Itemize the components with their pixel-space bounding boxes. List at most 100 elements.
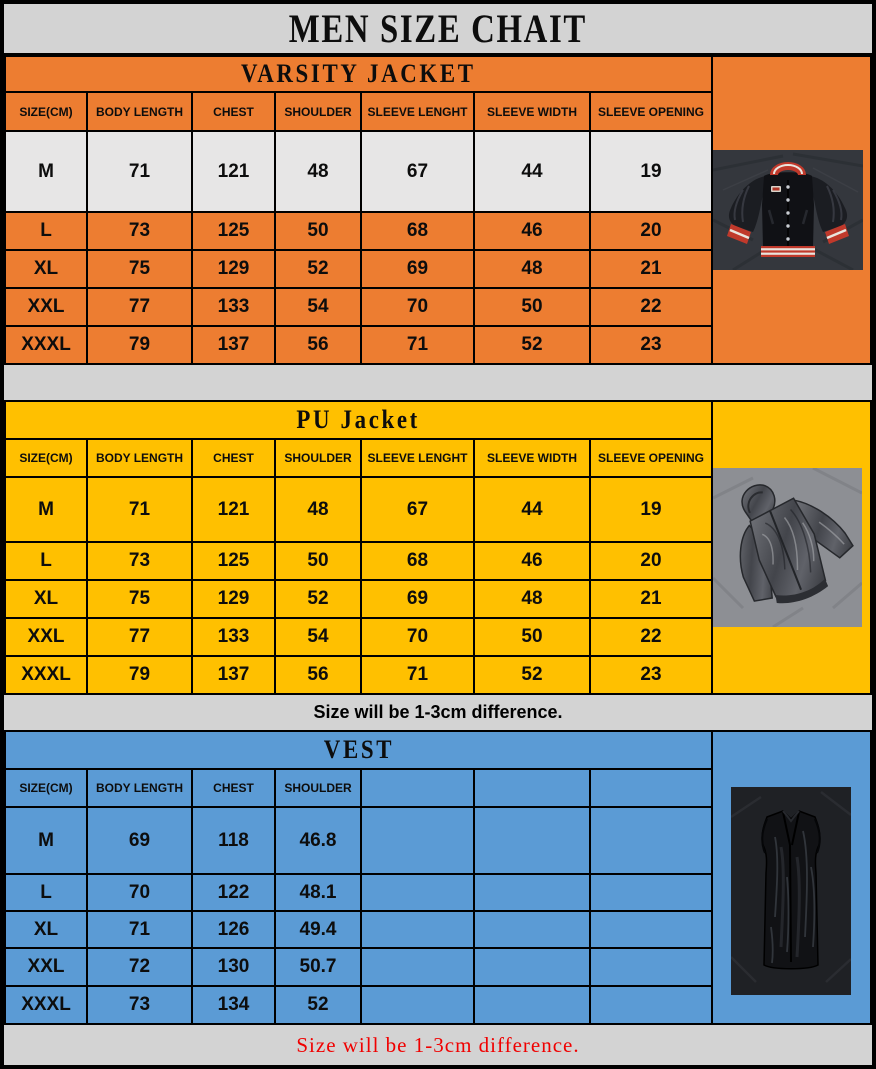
measurement-cell: 44 bbox=[475, 478, 589, 541]
column-header-sleeve-lenght: SLEEVE LENGHT bbox=[362, 93, 473, 130]
measurement-cell bbox=[362, 808, 473, 873]
measurement-cell: 23 bbox=[591, 657, 711, 693]
measurement-cell: 22 bbox=[591, 289, 711, 325]
measurement-cell: 49.4 bbox=[276, 912, 360, 947]
column-header-sleeve-width: SLEEVE WIDTH bbox=[475, 93, 589, 130]
measurement-cell: 52 bbox=[276, 987, 360, 1023]
measurement-cell: 71 bbox=[362, 327, 473, 363]
column-header-size-cm-: SIZE(CM) bbox=[6, 93, 86, 130]
measurement-cell: 48 bbox=[475, 581, 589, 617]
measurement-cell: 70 bbox=[362, 289, 473, 325]
measurement-cell: 52 bbox=[276, 251, 360, 287]
size-label: XL bbox=[6, 251, 86, 287]
size-label: XXXL bbox=[6, 657, 86, 693]
varsity-jacket-table: VARSITY JACKET bbox=[4, 55, 872, 365]
measurement-cell: 133 bbox=[193, 289, 274, 325]
size-label: XXXL bbox=[6, 327, 86, 363]
size-label: M bbox=[6, 132, 86, 211]
measurement-cell: 71 bbox=[88, 478, 191, 541]
column-header-shoulder: SHOULDER bbox=[276, 770, 360, 806]
measurement-cell: 22 bbox=[591, 619, 711, 655]
measurement-cell: 50 bbox=[276, 213, 360, 249]
measurement-cell: 50.7 bbox=[276, 949, 360, 985]
measurement-cell: 70 bbox=[88, 875, 191, 910]
measurement-cell: 126 bbox=[193, 912, 274, 947]
measurement-cell: 122 bbox=[193, 875, 274, 910]
measurement-cell bbox=[591, 808, 711, 873]
measurement-cell: 79 bbox=[88, 327, 191, 363]
vest-section: VEST SIZE(CM) BODY LENGTH CHEST SHOULDER M 69… bbox=[4, 730, 872, 1025]
varsity-jacket-photo bbox=[713, 57, 870, 363]
column-header-sleeve-opening: SLEEVE OPENING bbox=[591, 440, 711, 476]
column-header-shoulder: SHOULDER bbox=[276, 440, 360, 476]
measurement-cell: 48 bbox=[276, 478, 360, 541]
vest-photo bbox=[713, 732, 870, 1023]
column-header-empty bbox=[591, 770, 711, 806]
measurement-cell bbox=[591, 912, 711, 947]
measurement-cell: 69 bbox=[362, 251, 473, 287]
measurement-cell: 73 bbox=[88, 987, 191, 1023]
varsity-jacket-section: VARSITY JACKET bbox=[4, 55, 872, 365]
column-header-empty bbox=[362, 770, 473, 806]
measurement-cell: 56 bbox=[276, 657, 360, 693]
size-label: XXL bbox=[6, 289, 86, 325]
measurement-cell: 21 bbox=[591, 581, 711, 617]
measurement-cell: 50 bbox=[475, 619, 589, 655]
measurement-cell: 54 bbox=[276, 619, 360, 655]
column-header-body-length: BODY LENGTH bbox=[88, 440, 191, 476]
measurement-cell: 129 bbox=[193, 251, 274, 287]
measurement-cell: 69 bbox=[88, 808, 191, 873]
size-label: M bbox=[6, 808, 86, 873]
measurement-cell: 121 bbox=[193, 478, 274, 541]
size-label: L bbox=[6, 543, 86, 579]
measurement-cell: 52 bbox=[475, 657, 589, 693]
measurement-cell: 71 bbox=[88, 132, 191, 211]
measurement-cell: 73 bbox=[88, 543, 191, 579]
column-header-sleeve-lenght: SLEEVE LENGHT bbox=[362, 440, 473, 476]
column-header-body-length: BODY LENGTH bbox=[88, 93, 191, 130]
measurement-cell: 19 bbox=[591, 478, 711, 541]
section-title-pu-jacket: PU Jacket bbox=[6, 402, 711, 438]
size-label: L bbox=[6, 875, 86, 910]
column-header-body-length: BODY LENGTH bbox=[88, 770, 191, 806]
measurement-cell: 68 bbox=[362, 543, 473, 579]
varsity-jacket-photo-illustration bbox=[713, 150, 863, 270]
measurement-cell: 23 bbox=[591, 327, 711, 363]
measurement-cell: 134 bbox=[193, 987, 274, 1023]
page-title-bar: MEN SIZE CHAIT bbox=[4, 4, 872, 55]
measurement-cell: 48 bbox=[475, 251, 589, 287]
column-header-sleeve-opening: SLEEVE OPENING bbox=[591, 93, 711, 130]
measurement-cell: 72 bbox=[88, 949, 191, 985]
note-bottom: Size will be 1-3cm difference. bbox=[296, 1032, 580, 1057]
note-middle: Size will be 1-3cm difference. bbox=[313, 702, 563, 722]
measurement-cell bbox=[362, 912, 473, 947]
pu-jacket-table: PU Jacket bbox=[4, 400, 872, 695]
measurement-cell: 44 bbox=[475, 132, 589, 211]
measurement-cell: 67 bbox=[362, 478, 473, 541]
measurement-cell bbox=[475, 808, 589, 873]
section-title-vest: VEST bbox=[6, 732, 711, 768]
column-header-sleeve-width: SLEEVE WIDTH bbox=[475, 440, 589, 476]
section-title-text: VARSITY JACKET bbox=[241, 59, 476, 88]
column-header-size-cm-: SIZE(CM) bbox=[6, 440, 86, 476]
column-header-empty bbox=[475, 770, 589, 806]
measurement-cell: 70 bbox=[362, 619, 473, 655]
measurement-cell: 20 bbox=[591, 543, 711, 579]
measurement-cell: 46.8 bbox=[276, 808, 360, 873]
measurement-cell: 125 bbox=[193, 543, 274, 579]
size-label: XL bbox=[6, 581, 86, 617]
measurement-cell: 56 bbox=[276, 327, 360, 363]
pu-jacket-section: PU Jacket bbox=[4, 400, 872, 695]
vest-table: VEST SIZE(CM) BODY LENGTH CHEST SHOULDER M 69… bbox=[4, 730, 872, 1025]
measurement-cell: 50 bbox=[276, 543, 360, 579]
measurement-cell bbox=[475, 987, 589, 1023]
measurement-cell: 130 bbox=[193, 949, 274, 985]
measurement-cell: 54 bbox=[276, 289, 360, 325]
measurement-cell: 68 bbox=[362, 213, 473, 249]
size-label: M bbox=[6, 478, 86, 541]
size-label: XXL bbox=[6, 619, 86, 655]
size-label: XXL bbox=[6, 949, 86, 985]
size-label: XL bbox=[6, 912, 86, 947]
measurement-cell: 69 bbox=[362, 581, 473, 617]
measurement-cell bbox=[591, 875, 711, 910]
